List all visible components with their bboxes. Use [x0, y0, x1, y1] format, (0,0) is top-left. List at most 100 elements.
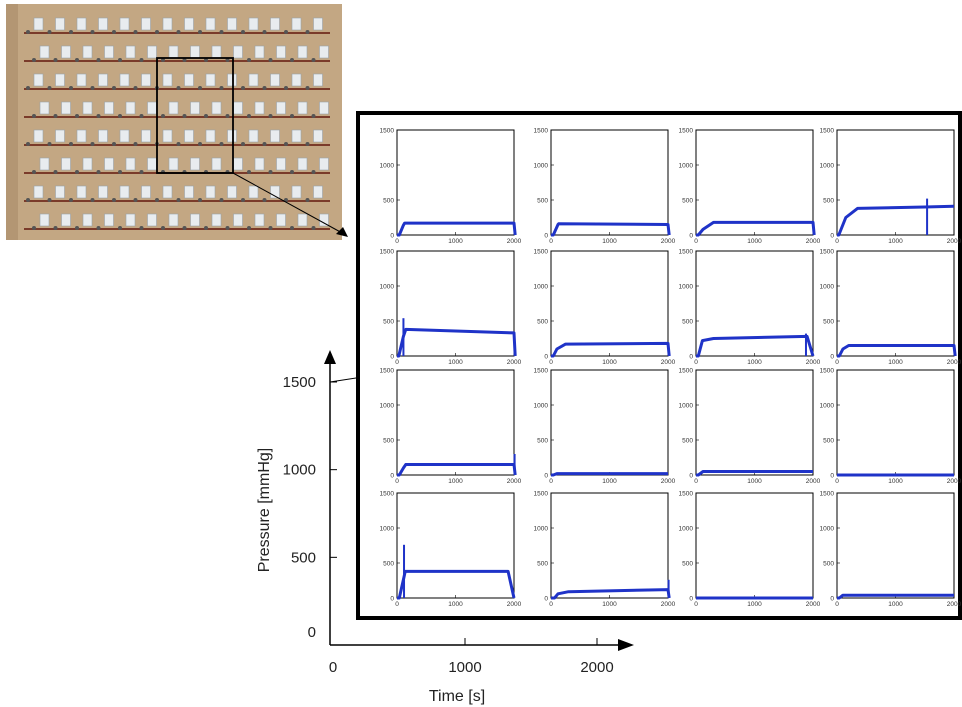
panel-y-tick-label: 500: [383, 561, 394, 568]
photo-connector: [155, 30, 159, 34]
photo-sensor: [39, 45, 50, 59]
photo-sensor: [233, 157, 243, 171]
photo-connector: [133, 198, 138, 202]
photo-connector: [198, 30, 202, 34]
photo-connector: [139, 58, 144, 62]
panel-x-tick-label: 1000: [602, 238, 617, 245]
panel-y-tick-label: 0: [544, 473, 548, 480]
photo-connector: [268, 170, 273, 174]
photo-connector: [268, 114, 273, 118]
photo-connector: [219, 86, 224, 90]
panel: 0 500 1000 1500 0 1000 2000: [534, 491, 676, 609]
photo-sensor: [227, 129, 237, 143]
photo-connector: [284, 142, 288, 146]
photo-connector: [96, 226, 101, 230]
photo-connector: [155, 198, 159, 202]
panel-x-tick-label: 2000: [661, 601, 676, 608]
panel-y-tick-label: 1000: [534, 284, 549, 291]
photo-sensor: [119, 17, 130, 31]
photo-sensor: [98, 185, 108, 199]
photo-connector: [133, 142, 138, 146]
photo-connector: [69, 142, 73, 146]
photo-sensor: [227, 185, 237, 199]
photo-connector: [284, 86, 288, 90]
photo-sensor: [82, 213, 93, 227]
photo-connector: [53, 226, 58, 230]
photo-sensor: [254, 101, 265, 115]
panel-y-tick-label: 0: [830, 354, 834, 361]
photo-sensor: [211, 213, 222, 227]
photo-connector: [32, 226, 36, 230]
panel: 0 500 1000 1500 0 1000 2000: [534, 128, 676, 246]
panel-y-tick-label: 500: [537, 561, 548, 568]
panel-frame: [695, 250, 814, 357]
panel: 0 500 1000 1500 0 1000 2000: [679, 368, 821, 486]
panel-y-tick-label: 1500: [534, 249, 549, 256]
photo-sensor: [233, 101, 243, 115]
x-axis-arrow: [618, 639, 634, 651]
panel-x-tick-label: 2000: [806, 478, 821, 485]
photo-connector: [262, 142, 267, 146]
photo-connector: [47, 30, 52, 34]
photo-sensor: [125, 101, 136, 115]
panel-frame: [550, 369, 669, 476]
photo-connector: [53, 58, 58, 62]
photo-sensor: [33, 185, 44, 199]
photo-sensor: [162, 129, 173, 143]
photo-sensor: [61, 213, 71, 227]
panel-x-tick-label: 1000: [747, 238, 762, 245]
photo-connector: [139, 114, 144, 118]
photo-sensor: [190, 157, 200, 171]
photo-connector: [118, 226, 122, 230]
panel-y-tick-label: 1000: [820, 526, 835, 533]
photo-sensor: [141, 129, 151, 143]
photo-connector: [182, 114, 187, 118]
photo-connector: [247, 114, 251, 118]
panel-y-tick-label: 0: [689, 354, 693, 361]
photo-shadow: [6, 4, 18, 240]
photo-connector: [204, 58, 208, 62]
photo-connector: [241, 30, 245, 34]
photo-rail: [24, 228, 330, 230]
photo-connector: [75, 114, 79, 118]
photo-sensor: [168, 101, 179, 115]
panel-x-tick-label: 1000: [747, 478, 762, 485]
photo-sensor: [297, 157, 308, 171]
photo-sensor: [319, 157, 329, 171]
photo-sensor: [168, 157, 179, 171]
panel-x-tick-label: 2000: [507, 478, 522, 485]
panel-y-tick-label: 0: [544, 233, 548, 240]
photo-sensor: [147, 213, 157, 227]
panel-x-tick-label: 2000: [947, 478, 962, 485]
panel: 0 500 1000 1500 0 1000 2000: [679, 128, 821, 246]
panel-frame: [695, 369, 814, 476]
panel-y-tick-label: 0: [544, 354, 548, 361]
photo-connector: [112, 142, 116, 146]
photo-sensor: [125, 157, 136, 171]
panel-series-line: [551, 222, 671, 237]
panel-y-tick-label: 0: [689, 233, 693, 240]
panel-x-tick-label: 2000: [507, 601, 522, 608]
photo-sensor: [190, 213, 200, 227]
panel: 0 500 1000 1500 0 1000 2000: [380, 249, 522, 367]
photo-sensor: [55, 185, 65, 199]
photo-sensor: [162, 17, 173, 31]
panel: 0 500 1000 1500 0 1000 2000: [380, 368, 522, 486]
photo-sensor: [76, 73, 87, 87]
panel-x-tick-label: 0: [549, 359, 553, 366]
photo-sensor: [184, 129, 194, 143]
panel-y-tick-label: 500: [823, 319, 834, 326]
panel-y-tick-label: 500: [823, 438, 834, 445]
panel-x-tick-label: 2000: [661, 478, 676, 485]
photo-connector: [311, 58, 316, 62]
panel-series-line: [696, 334, 815, 358]
panel-y-tick-label: 0: [689, 596, 693, 603]
panel-x-tick-label: 2000: [507, 359, 522, 366]
photo-sensor: [313, 129, 323, 143]
panel-x-tick-label: 0: [694, 478, 698, 485]
y-tick-label: 0: [308, 624, 316, 641]
photo-sensor: [98, 129, 108, 143]
panel: 0 500 1000 1500 0 1000 2000: [820, 368, 962, 486]
